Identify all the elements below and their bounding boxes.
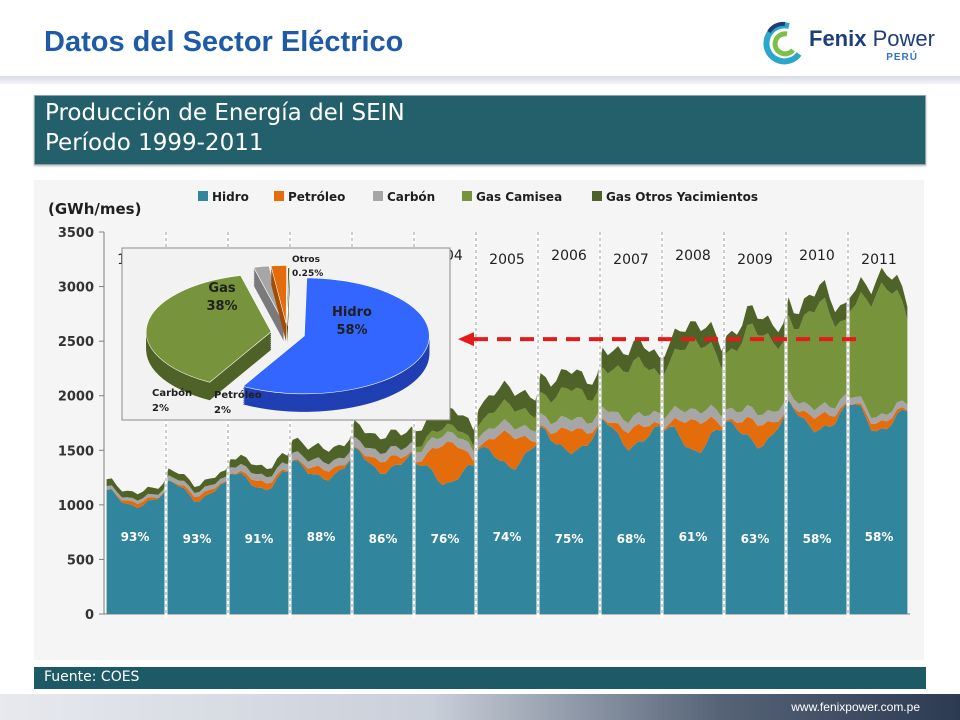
hidro-share-label: 75%: [555, 532, 584, 546]
pie-slice-side: [253, 267, 285, 326]
pie-label: Gas: [208, 281, 235, 296]
pie-label: 2%: [214, 405, 231, 416]
hidro-share-label: 61%: [679, 530, 708, 544]
legend-label: Gas Otros Yacimientos: [606, 190, 758, 204]
legend-swatch-4: [592, 191, 602, 201]
y-tick-label: 500: [67, 553, 94, 568]
hidro-share-label: 63%: [741, 532, 770, 546]
hidro-share-label: 58%: [803, 532, 832, 546]
banner-title: Producción de Energía del SEIN: [45, 100, 405, 126]
pie-label: 2%: [152, 403, 169, 414]
pie-label: Otros: [292, 255, 320, 265]
pie-slice-side: [253, 269, 285, 328]
year-label: 2005: [489, 252, 525, 268]
series-area-gas-otros-yacimientos: [106, 267, 908, 501]
pie-slice-gas: [145, 275, 272, 383]
pie-label: 58%: [336, 323, 367, 338]
y-tick-label: 3000: [58, 281, 94, 296]
page-title: Datos del Sector Eléctrico: [44, 26, 404, 58]
series-area-hidro: [106, 400, 908, 614]
website-url: www.fenixpower.com.pe: [791, 700, 920, 714]
pie-slice-hidro: [242, 277, 430, 395]
series-area-carbón: [106, 389, 908, 504]
pie-slice-carbón: [253, 265, 285, 324]
footer-bar: Fuente: COES: [34, 667, 926, 689]
y-axis-title: (GWh/mes): [48, 200, 141, 218]
hidro-share-label: 93%: [183, 532, 212, 546]
fenix-logo-icon: [763, 21, 802, 65]
legend-label: Hidro: [212, 190, 249, 204]
pie-slice-petróleo: [270, 265, 287, 324]
company-logo: Fenix Power PERÚ: [759, 18, 935, 68]
hidro-share-label: 91%: [245, 532, 274, 546]
source-note: Fuente: COES: [44, 669, 140, 685]
hidro-share-label: 68%: [617, 532, 646, 546]
year-label: 2006: [551, 248, 587, 264]
pie-slice-side: [253, 281, 285, 340]
pie-label: Hidro: [332, 305, 372, 320]
y-tick-label: 3500: [58, 226, 94, 241]
series-area-petróleo: [106, 399, 908, 508]
legend-label: Petróleo: [288, 190, 345, 204]
legend-swatch-1: [274, 191, 284, 201]
pie-slice-side: [253, 277, 285, 336]
year-label: 2008: [675, 248, 711, 264]
year-label: 2007: [613, 252, 649, 268]
hidro-share-label: 76%: [431, 532, 460, 546]
hidro-share-label: 86%: [369, 532, 398, 546]
year-label: 2009: [737, 252, 773, 268]
pie-slice-side: [253, 271, 285, 330]
legend-swatch-3: [462, 191, 472, 201]
pie-label: Petróleo: [214, 389, 262, 401]
y-tick-label: 1500: [58, 444, 94, 459]
pie-label: Carbón: [152, 387, 192, 399]
year-label: 2011: [861, 252, 897, 268]
legend-swatch-0: [198, 191, 208, 201]
pie-slice-otros: [286, 267, 290, 326]
hidro-share-label: 74%: [493, 530, 522, 544]
legend-label: Gas Camisea: [476, 190, 562, 204]
pie-slice-side: [253, 279, 285, 338]
bottom-strip: [0, 694, 960, 720]
reference-arrow-head: [458, 332, 474, 347]
legend-label: Carbón: [387, 190, 435, 204]
y-tick-label: 2000: [58, 390, 94, 405]
hidro-share-label: 93%: [121, 530, 150, 544]
year-label: 2010: [799, 248, 835, 264]
pie-label: 0.25%: [292, 269, 323, 279]
y-tick-label: 2500: [58, 335, 94, 350]
hidro-share-label: 88%: [307, 530, 336, 544]
pie-slice-side: [253, 275, 285, 334]
pie-label: 38%: [206, 299, 237, 314]
title-banner: Producción de Energía del SEIN Período 1…: [34, 95, 926, 165]
logo-country: PERÚ: [886, 52, 918, 63]
header-divider: [0, 76, 960, 84]
pie-slice-side: [253, 273, 285, 332]
pie-slice-side: [253, 283, 285, 342]
hidro-share-label: 58%: [865, 530, 894, 544]
legend-swatch-2: [373, 191, 383, 201]
banner-period: Período 1999-2011: [45, 130, 264, 156]
logo-name: Fenix Power: [809, 26, 935, 51]
series-area-gas-camisea: [106, 282, 908, 501]
y-tick-label: 0: [85, 608, 94, 623]
y-tick-label: 1000: [58, 499, 94, 514]
